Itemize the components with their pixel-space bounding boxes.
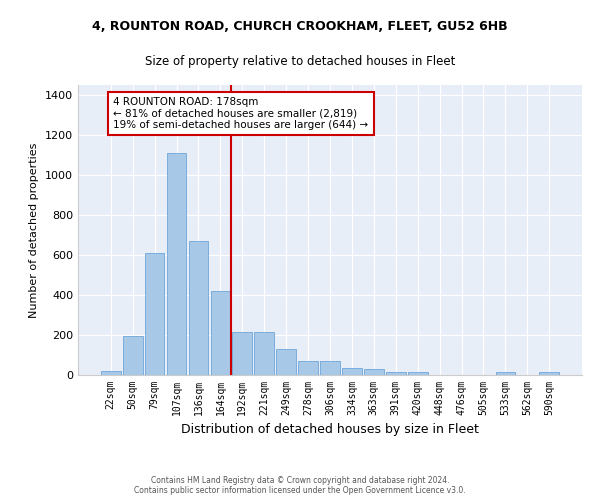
Bar	[167, 153, 187, 375]
Bar	[145, 253, 164, 375]
Bar	[101, 372, 121, 375]
Y-axis label: Number of detached properties: Number of detached properties	[29, 142, 40, 318]
Text: Size of property relative to detached houses in Fleet: Size of property relative to detached ho…	[145, 55, 455, 68]
Bar	[276, 349, 296, 375]
Bar	[364, 370, 384, 375]
Bar	[254, 332, 274, 375]
Bar	[211, 291, 230, 375]
Bar	[342, 368, 362, 375]
Text: Contains HM Land Registry data © Crown copyright and database right 2024.
Contai: Contains HM Land Registry data © Crown c…	[134, 476, 466, 495]
Bar	[408, 372, 428, 375]
Bar	[320, 360, 340, 375]
Bar	[539, 372, 559, 375]
Bar	[123, 336, 143, 375]
Text: 4 ROUNTON ROAD: 178sqm
← 81% of detached houses are smaller (2,819)
19% of semi-: 4 ROUNTON ROAD: 178sqm ← 81% of detached…	[113, 97, 368, 130]
Bar	[188, 241, 208, 375]
X-axis label: Distribution of detached houses by size in Fleet: Distribution of detached houses by size …	[181, 424, 479, 436]
Bar	[298, 360, 318, 375]
Text: 4, ROUNTON ROAD, CHURCH CROOKHAM, FLEET, GU52 6HB: 4, ROUNTON ROAD, CHURCH CROOKHAM, FLEET,…	[92, 20, 508, 33]
Bar	[386, 372, 406, 375]
Bar	[496, 372, 515, 375]
Bar	[232, 332, 252, 375]
